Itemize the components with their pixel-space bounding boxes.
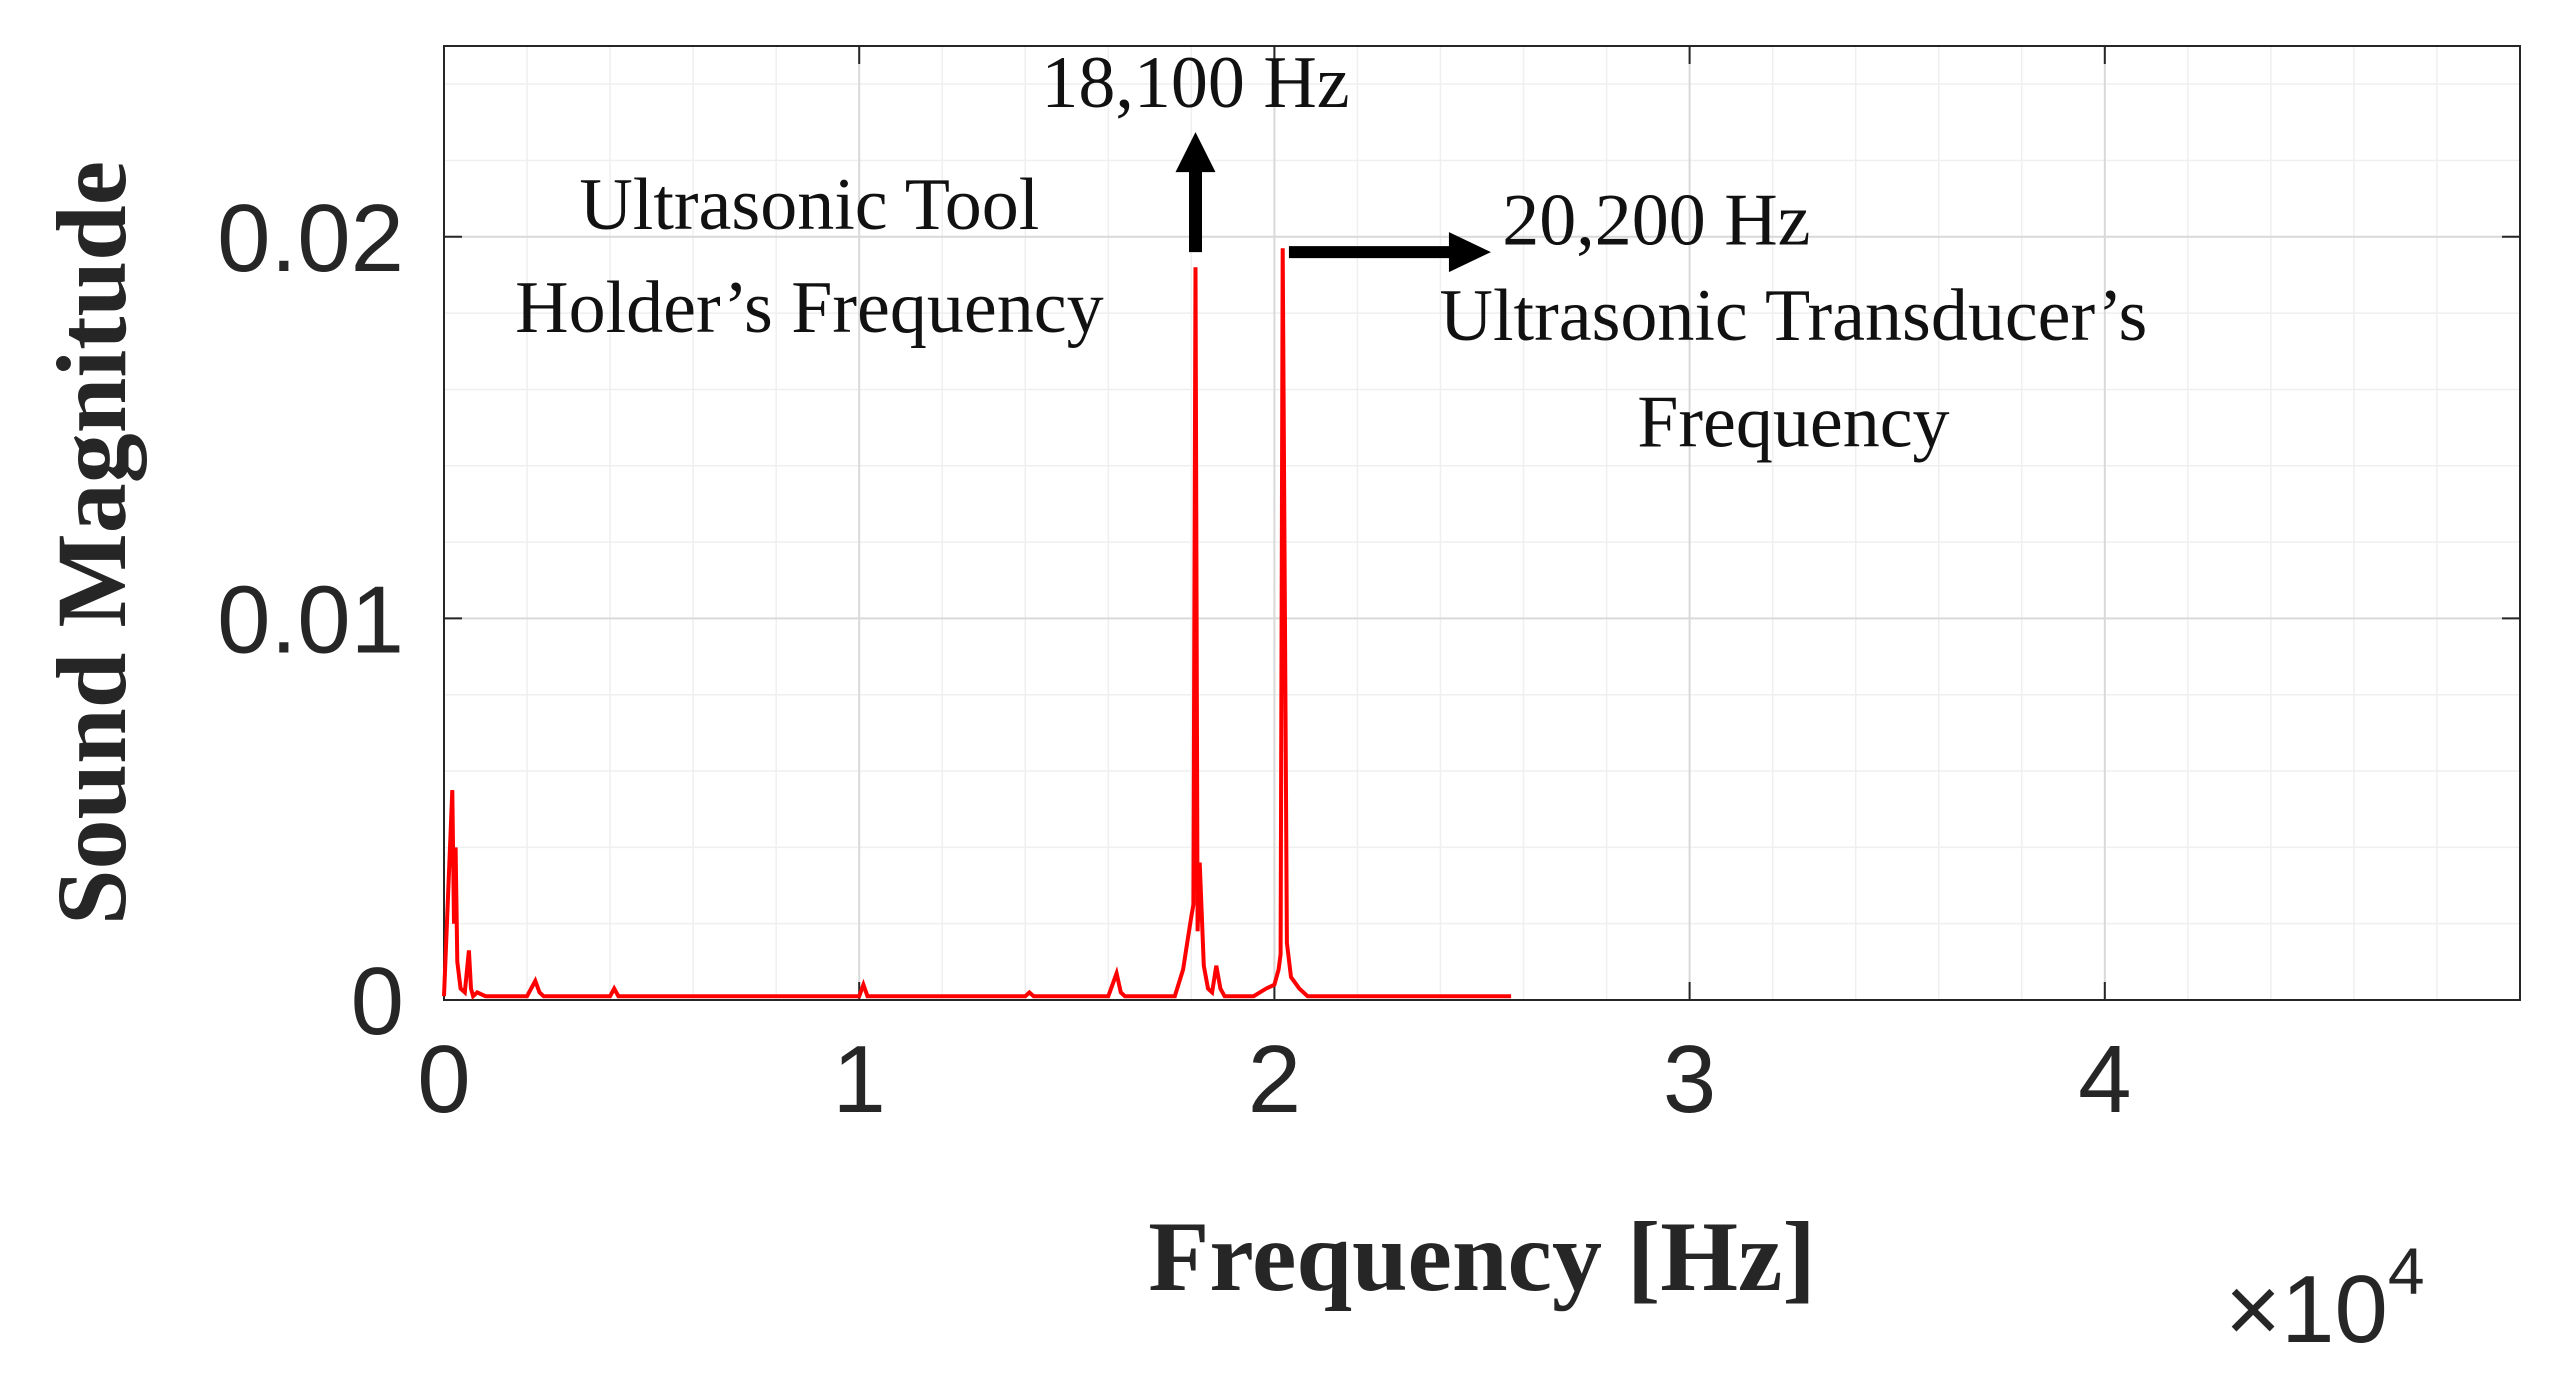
annotation-peak-2-frequency: 20,200 Hz	[1502, 179, 1810, 261]
x-tick-label: 1	[833, 1026, 886, 1133]
x-tick-label: 0	[417, 1026, 470, 1133]
x-tick-label: 3	[1663, 1026, 1716, 1133]
annotation-tool-holder-line2: Holder’s Frequency	[515, 267, 1103, 349]
grid	[443, 46, 2521, 1001]
annotation-peak-1-frequency: 18,100 Hz	[1041, 42, 1349, 124]
x-axis-multiplier-exponent: 4	[2388, 1234, 2425, 1308]
tick-labels: 0 1 2 3 4 0 0.01 0.02	[217, 185, 2131, 1133]
annotation-tool-holder-line1: Ultrasonic Tool	[579, 164, 1039, 246]
y-tick-label: 0	[351, 948, 404, 1055]
axes-box	[443, 45, 2521, 1001]
y-tick-label: 0.02	[217, 185, 404, 292]
arrow-right-head	[1448, 232, 1491, 273]
annotation-transducer-line1: Ultrasonic Transducer’s	[1440, 275, 2148, 357]
y-axis-title: Sound Magnitude	[36, 161, 147, 925]
x-tick-label: 2	[1248, 1026, 1301, 1133]
annotation-transducer-line2: Frequency	[1637, 382, 1949, 464]
x-axis-multiplier-base: ×10	[2225, 1256, 2388, 1363]
annotation-arrows	[1175, 132, 1491, 273]
x-axis-title: Frequency [Hz]	[1148, 1201, 1815, 1312]
series-layer	[442, 248, 1512, 1000]
series-line-0	[442, 248, 1512, 1000]
x-tick-label: 4	[2078, 1026, 2131, 1133]
x-axis-multiplier: ×104	[2225, 1234, 2425, 1363]
y-tick-label: 0.01	[217, 566, 404, 673]
arrow-up-head	[1175, 132, 1216, 173]
